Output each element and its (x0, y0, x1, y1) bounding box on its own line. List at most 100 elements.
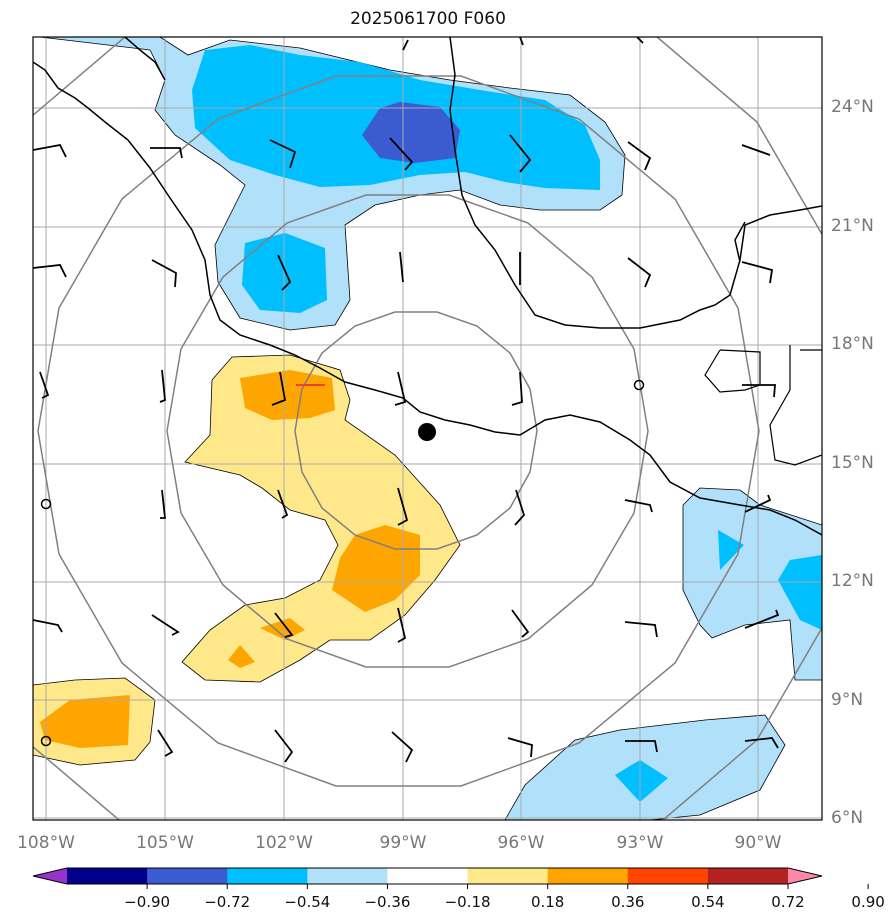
wind-barb (394, 371, 407, 406)
wind-barb (274, 729, 294, 763)
colorbar-segment (707, 868, 789, 884)
storm-center-marker (418, 423, 436, 441)
colorbar-extend-low (33, 868, 67, 884)
lon-label-99w: 99°W (379, 833, 427, 853)
colorbar (32, 867, 869, 889)
wind-barb (514, 489, 526, 526)
border-central-america (769, 345, 822, 466)
distance-ring-3 (37, 75, 760, 787)
lon-label-105w: 105°W (136, 833, 194, 853)
wind-barb (741, 261, 774, 284)
lon-label-96w: 96°W (497, 833, 545, 853)
positive-core-small-b (228, 645, 255, 668)
colorbar-segment (387, 868, 469, 884)
country-borders (704, 345, 822, 466)
negative-region-east (682, 487, 822, 681)
wind-barb (391, 731, 414, 763)
positive-core-middle (332, 525, 420, 612)
wind-barb (636, 36, 644, 44)
lat-label-6n: 6°N (831, 808, 864, 828)
baja-coast (124, 37, 166, 81)
positive-core-southwest (40, 695, 130, 748)
wind-barbs (32, 36, 780, 763)
colorbar-segment (547, 868, 629, 884)
lon-label-93w: 93°W (616, 833, 664, 853)
wind-barb (511, 371, 523, 406)
distance-ring-1 (294, 311, 538, 550)
wind-barb (509, 134, 532, 173)
wind-barb (397, 487, 409, 526)
colorbar-segment (147, 868, 228, 884)
calm-wind-marker (40, 735, 52, 747)
colorbar-tick-label: −0.72 (204, 893, 251, 911)
colorbar-tick-label: −0.54 (284, 893, 331, 911)
colorbar-tick-label: 0.18 (530, 893, 565, 911)
wind-barb (511, 609, 530, 638)
wind-barb (389, 137, 414, 171)
colorbar-segments (32, 867, 869, 889)
wind-barb (32, 143, 67, 158)
colorbar-segment (627, 868, 709, 884)
colorbar-segment (467, 868, 549, 884)
wind-barb (151, 259, 177, 288)
wind-barb (269, 139, 297, 169)
calm-wind-marker (40, 498, 52, 510)
gulf-coastline (449, 37, 822, 329)
wind-barb (624, 621, 658, 638)
pacific-coastline (33, 61, 822, 536)
wind-barb (402, 39, 409, 51)
colorbar-tick-label: −0.90 (124, 893, 171, 911)
wind-barb (627, 257, 652, 288)
wind-barb (397, 607, 407, 643)
wind-barb (151, 614, 180, 636)
colorbar-tick-label: 0.90 (851, 893, 885, 911)
negative-region-dark-core (362, 102, 460, 163)
colorbar-tick-label: 0.36 (611, 893, 645, 911)
wind-barb (277, 254, 292, 291)
colorbar-outline (32, 867, 823, 885)
positive-core-small-a (260, 618, 305, 640)
lon-label-108w: 108°W (17, 833, 75, 853)
wind-barb (32, 619, 63, 633)
lat-label-21n: 21°N (831, 216, 874, 236)
colorbar-segment (227, 868, 308, 884)
wind-barb (277, 489, 289, 519)
colorbar-tick-label: −0.36 (364, 893, 411, 911)
wind-barb (625, 740, 658, 753)
negative-region-southeast-core (615, 760, 668, 802)
colorbar-segment (307, 868, 388, 884)
wind-barb (744, 494, 772, 513)
wind-barb (271, 371, 287, 406)
lat-label-9n: 9°N (831, 690, 864, 710)
colorbar-segment (67, 868, 148, 884)
wind-barb (39, 371, 50, 399)
negative-region-east-core (778, 555, 822, 630)
distance-rings (33, 37, 822, 820)
lat-label-18n: 18°N (831, 334, 874, 354)
border-mexico-guatemala (704, 349, 761, 393)
coastlines (33, 37, 822, 536)
wind-barb (744, 609, 780, 629)
positive-core-north (240, 370, 335, 420)
lon-label-90w: 90°W (734, 833, 782, 853)
wind-barb (519, 36, 524, 46)
calm-wind-marker (633, 379, 645, 391)
wind-barb (159, 369, 166, 403)
wind-barb (507, 737, 533, 758)
yucatan-coast (734, 221, 746, 263)
lat-label-12n: 12°N (831, 571, 874, 591)
negative-region-east-core-small (718, 530, 744, 570)
lat-label-15n: 15°N (831, 453, 874, 473)
colorbar-tick-label: 0.54 (691, 893, 725, 911)
wind-barb (157, 729, 174, 757)
lat-label-24n: 24°N (831, 97, 874, 117)
lon-label-102w: 102°W (255, 833, 313, 853)
colorbar-tick-label: −0.18 (444, 893, 491, 911)
calm-wind-markers (40, 379, 645, 747)
wind-barb (744, 737, 779, 749)
wind-barb (624, 499, 653, 513)
map-frame (32, 36, 823, 821)
wind-barb (150, 147, 183, 159)
wind-barb (399, 251, 404, 283)
